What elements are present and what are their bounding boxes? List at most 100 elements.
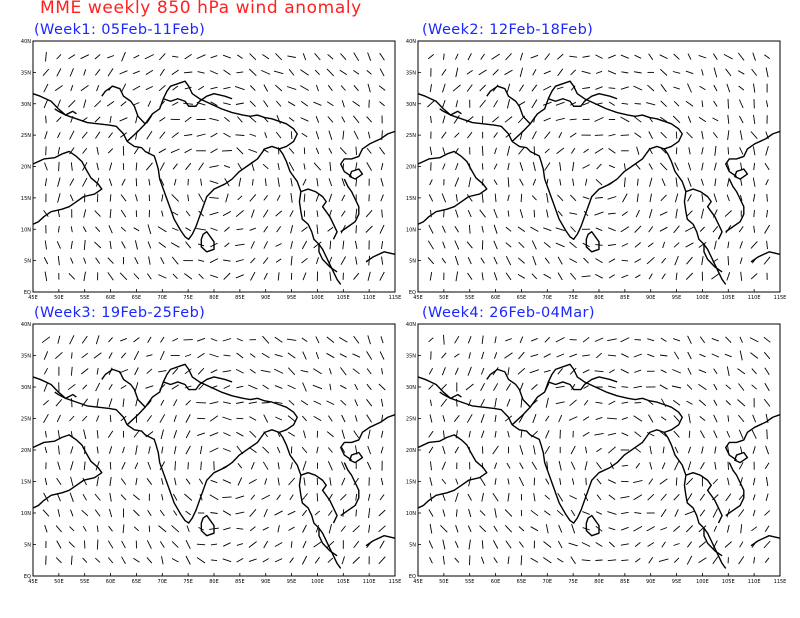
wind-vector: [675, 177, 678, 187]
wind-vector: [507, 478, 510, 485]
wind-vector: [44, 525, 48, 533]
wind-vector: [170, 148, 180, 154]
wind-vector: [467, 493, 472, 501]
wind-vector: [96, 476, 99, 487]
wind-vector: [661, 462, 666, 470]
wind-vector: [607, 511, 617, 515]
wind-vector: [54, 351, 63, 360]
wind-vector: [108, 132, 113, 139]
wind-vector: [367, 335, 371, 345]
wind-vector: [222, 558, 232, 563]
wind-vector: [674, 509, 679, 517]
wind-vector: [675, 208, 678, 219]
wind-vector: [453, 353, 460, 358]
wind-vector: [687, 461, 692, 471]
wind-vector: [185, 241, 192, 249]
wind-vector: [69, 68, 74, 77]
wind-vector: [290, 541, 293, 548]
wind-vector: [648, 414, 654, 423]
wind-vector: [184, 368, 192, 375]
wind-vector: [262, 558, 269, 563]
wind-vector: [341, 477, 346, 486]
wind-vector: [249, 526, 256, 532]
wind-vector: [380, 177, 384, 187]
wind-vector: [43, 256, 49, 265]
lat-tick-label: 20N: [21, 448, 31, 454]
wind-vector: [329, 240, 332, 250]
wind-vector: [328, 193, 333, 202]
wind-vector: [687, 83, 692, 93]
wind-vector: [659, 211, 668, 216]
wind-vector: [352, 100, 361, 107]
wind-vector: [673, 225, 680, 234]
wind-vector: [57, 147, 61, 155]
wind-vector: [289, 210, 294, 217]
wind-vector: [94, 69, 101, 76]
wind-vector: [595, 401, 603, 404]
wind-vector: [378, 525, 386, 533]
wind-vector: [467, 131, 473, 139]
wind-vector: [737, 399, 746, 407]
wind-vector: [159, 541, 165, 548]
wind-vector: [660, 508, 667, 518]
wind-vector: [572, 161, 575, 172]
wind-vector: [300, 400, 309, 406]
lon-tick-label: 65E: [517, 579, 527, 585]
wind-vector: [686, 210, 693, 217]
wind-vector: [109, 461, 112, 470]
wind-vector: [378, 509, 386, 517]
wind-vector: [570, 556, 576, 565]
wind-vector: [427, 100, 435, 108]
wind-vector: [699, 416, 706, 421]
wind-vector: [44, 477, 48, 486]
wind-vector: [132, 494, 140, 501]
wind-vector: [327, 447, 333, 453]
wind-vector: [441, 461, 446, 470]
wind-vector: [739, 130, 743, 140]
lon-tick-label: 45E: [413, 295, 423, 301]
wind-vector: [122, 524, 125, 534]
wind-vector: [133, 526, 139, 532]
wind-vector: [196, 557, 206, 564]
wind-vector: [764, 162, 770, 171]
wind-vector: [288, 117, 295, 122]
wind-vector: [380, 477, 384, 486]
wind-vector: [185, 478, 191, 485]
wind-vector: [196, 543, 206, 546]
wind-vector: [478, 69, 487, 76]
wind-vector: [543, 541, 552, 548]
lon-tick-label: 85E: [620, 295, 630, 301]
wind-vector: [596, 447, 602, 453]
wind-vector: [517, 367, 526, 375]
wind-vector: [674, 162, 680, 171]
wind-vector: [300, 117, 309, 122]
wind-vector: [606, 417, 617, 420]
wind-vector: [531, 461, 538, 470]
wind-vector: [121, 178, 126, 186]
wind-vector: [533, 209, 536, 218]
wind-vector: [608, 133, 616, 137]
wind-vector: [673, 430, 680, 438]
wind-vector: [673, 53, 680, 60]
wind-vector: [701, 130, 704, 140]
wind-vector-field: [41, 335, 386, 565]
wind-vector: [698, 399, 706, 406]
wind-vector: [558, 414, 563, 423]
wind-vector: [507, 177, 510, 188]
wind-vector: [57, 461, 61, 470]
wind-vector: [701, 193, 704, 202]
figure-title: MME weekly 850 hPa wind anomaly: [40, 0, 362, 18]
wind-vector: [673, 557, 680, 563]
wind-vector: [367, 52, 372, 61]
wind-vector: [237, 477, 243, 486]
wind-vector: [673, 338, 681, 342]
wind-vector: [328, 523, 332, 534]
wind-vector: [81, 335, 88, 344]
wind-vector: [479, 510, 486, 516]
lon-tick-label: 85E: [620, 579, 630, 585]
wind-vector: [712, 226, 719, 233]
wind-vector: [544, 445, 550, 455]
wind-vector: [83, 257, 87, 264]
wind-vector: [82, 226, 87, 233]
wind-vector: [339, 353, 347, 358]
